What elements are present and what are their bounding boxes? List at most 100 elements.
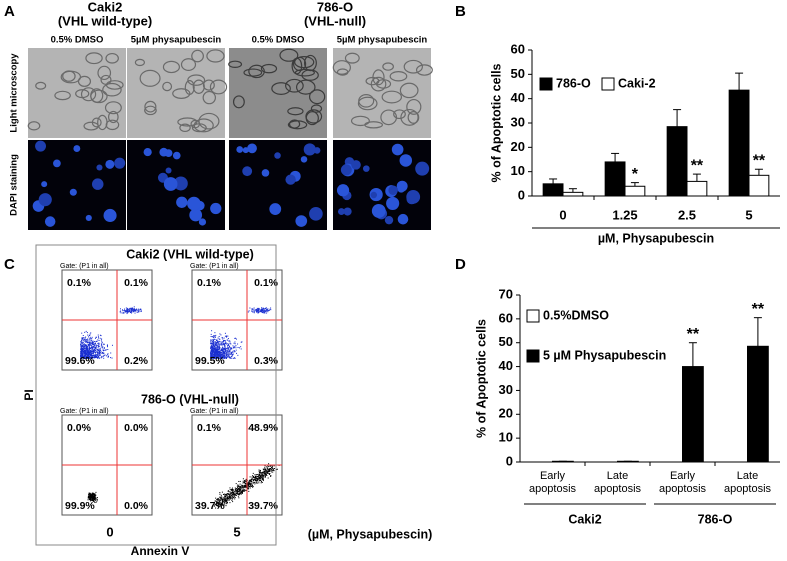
event-dot [214, 336, 216, 338]
event-dot [217, 337, 219, 339]
event-dot [216, 345, 218, 347]
event-dot [213, 357, 215, 359]
nucleus [44, 216, 56, 227]
event-dot [255, 309, 257, 311]
event-dot [89, 494, 91, 496]
event-dot [93, 350, 95, 352]
event-dot [84, 351, 86, 353]
event-dot [90, 492, 92, 494]
y-tick-label: 40 [499, 358, 513, 373]
event-dot [94, 343, 96, 345]
event-dot [88, 494, 90, 496]
event-dot [256, 309, 258, 311]
event-dot [263, 310, 265, 312]
cell [105, 52, 119, 64]
event-dot [94, 349, 96, 351]
event-dot [85, 355, 87, 357]
event-dot [104, 354, 106, 356]
event-dot [107, 349, 109, 351]
event-dot [262, 310, 264, 312]
event-dot [256, 311, 258, 313]
event-dot [222, 504, 224, 506]
event-dot [87, 334, 89, 336]
event-dot [136, 308, 138, 310]
event-dot [224, 340, 226, 342]
event-dot [224, 348, 226, 350]
event-dot [130, 311, 132, 313]
event-dot [254, 483, 256, 485]
event-dot [93, 501, 95, 503]
event-dot [243, 486, 245, 488]
event-dot [252, 485, 254, 487]
event-dot [219, 340, 221, 342]
event-dot [241, 486, 243, 488]
event-dot [237, 346, 239, 348]
micrograph-light [28, 48, 126, 138]
event-dot [92, 340, 94, 342]
event-dot [89, 349, 91, 351]
event-dot [81, 339, 83, 341]
event-dot [84, 355, 86, 357]
cell [139, 69, 161, 87]
event-dot [258, 307, 260, 309]
event-dot [95, 497, 97, 499]
event-dot [234, 357, 236, 359]
event-dot [214, 500, 216, 502]
event-dot [86, 351, 88, 353]
event-dot [90, 355, 92, 357]
event-dot [91, 352, 93, 354]
event-dot [234, 489, 236, 491]
gate-label: Gate: (P1 in all) [190, 263, 239, 270]
event-dot [234, 494, 236, 496]
event-dot [256, 480, 258, 482]
event-dot [236, 492, 238, 494]
event-dot [255, 478, 257, 480]
event-dot [217, 353, 219, 355]
event-dot [96, 349, 98, 351]
event-dot [92, 355, 94, 357]
event-dot [220, 507, 222, 509]
event-dot [85, 351, 87, 353]
event-dot [82, 344, 84, 346]
event-dot [213, 343, 215, 345]
event-dot [88, 353, 90, 355]
event-dot [223, 499, 225, 501]
event-dot [92, 495, 94, 497]
cell [104, 101, 122, 115]
event-dot [265, 473, 267, 475]
gate-label: Gate: (P1 in all) [60, 408, 109, 415]
event-dot [224, 357, 226, 359]
event-dot [222, 341, 224, 343]
event-dot [218, 352, 220, 354]
event-dot [107, 355, 109, 357]
event-dot [220, 348, 222, 350]
cell [193, 118, 214, 133]
event-dot [91, 355, 93, 357]
event-dot [255, 310, 257, 312]
event-dot [87, 355, 89, 357]
event-dot [211, 349, 213, 351]
event-dot [130, 308, 132, 310]
event-dot [218, 336, 220, 338]
event-dot [235, 347, 237, 349]
event-dot [214, 345, 216, 347]
event-dot [216, 355, 218, 357]
nucleus [370, 191, 377, 199]
event-dot [91, 343, 93, 345]
event-dot [87, 352, 89, 354]
event-dot [90, 343, 92, 345]
bar [682, 366, 704, 463]
y-tick-label: 70 [499, 286, 513, 301]
event-dot [219, 353, 221, 355]
flow-frame [35, 244, 277, 546]
event-dot [87, 340, 89, 342]
event-dot [223, 344, 225, 346]
event-dot [222, 350, 224, 352]
cell [350, 115, 370, 127]
y-tick-label: 30 [499, 382, 513, 397]
event-dot [240, 493, 242, 495]
event-dot [227, 353, 229, 355]
event-dot [97, 339, 99, 341]
event-dot [238, 494, 240, 496]
event-dot [225, 343, 227, 345]
